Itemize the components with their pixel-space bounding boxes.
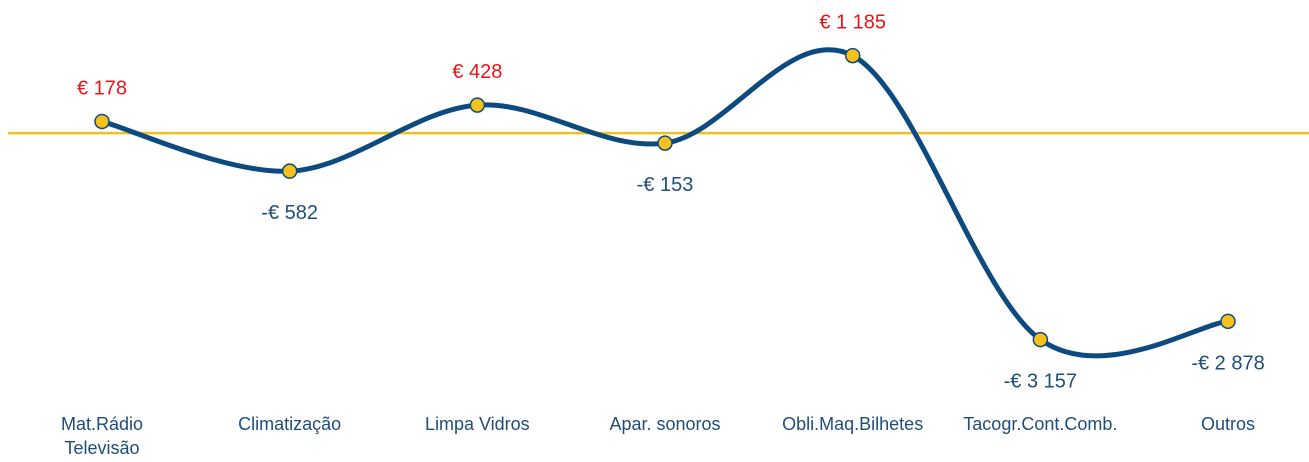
data-label: -€ 153	[637, 174, 694, 196]
marker	[1032, 331, 1049, 348]
data-label: € 1 185	[819, 12, 886, 34]
x-tick-label: Obli.Maq.Bilhetes	[782, 414, 924, 434]
data-label: € 178	[77, 77, 127, 99]
marker	[844, 47, 861, 64]
x-tick-label: Tacogr.Cont.Comb.	[963, 414, 1118, 434]
marker	[94, 113, 110, 130]
marker	[469, 97, 486, 113]
x-tick-label: Mat.Rádio Televisão	[60, 414, 144, 458]
x-tick-label: Outros	[1201, 414, 1256, 434]
marker	[281, 163, 298, 179]
data-label: € 428	[452, 61, 502, 83]
x-tick-label: Climatização	[238, 414, 342, 434]
data-label: -€ 3 157	[1004, 371, 1077, 393]
data-label: -€ 2 878	[1191, 352, 1264, 374]
marker	[1220, 313, 1236, 330]
data-label: -€ 582	[261, 202, 318, 224]
x-tick-label: Limpa Vidros	[424, 414, 530, 434]
marker	[657, 135, 673, 151]
x-tick-label: Apar. sonoros	[609, 414, 721, 434]
